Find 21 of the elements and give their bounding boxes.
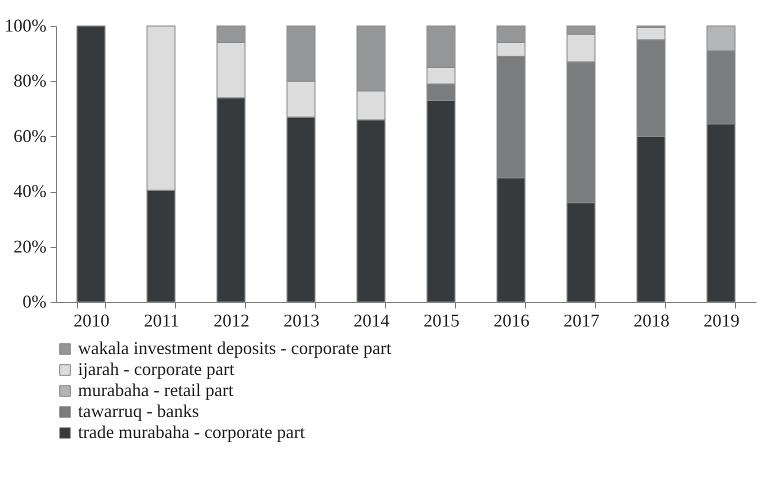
y-tick-label: 60% bbox=[14, 126, 46, 146]
x-tick-label: 2013 bbox=[284, 310, 320, 330]
y-tick-label: 0% bbox=[22, 292, 46, 312]
x-tick-label: 2015 bbox=[424, 310, 460, 330]
y-tick-label: 40% bbox=[14, 181, 46, 202]
x-tick-label: 2010 bbox=[74, 310, 110, 330]
x-tick-label: 2011 bbox=[144, 310, 180, 330]
legend-label: trade murabaha - corporate part bbox=[78, 422, 305, 442]
legend-label: ijarah - corporate part bbox=[78, 359, 234, 379]
x-tick-label: 2017 bbox=[564, 310, 600, 330]
x-tick-label: 2019 bbox=[704, 310, 740, 330]
y-tick-label: 100% bbox=[4, 16, 46, 36]
y-tick-label: 80% bbox=[14, 70, 46, 91]
x-tick-label: 2018 bbox=[634, 310, 670, 330]
x-tick-label: 2014 bbox=[354, 310, 390, 330]
y-tick-label: 20% bbox=[14, 236, 46, 256]
legend-label: wakala investment deposits - corporate part bbox=[78, 338, 392, 358]
x-tick-label: 2016 bbox=[494, 310, 530, 330]
legend-label: tawarruq - banks bbox=[78, 401, 199, 421]
legend-label: murabaha - retail part bbox=[78, 380, 234, 400]
x-tick-label: 2012 bbox=[214, 310, 250, 330]
